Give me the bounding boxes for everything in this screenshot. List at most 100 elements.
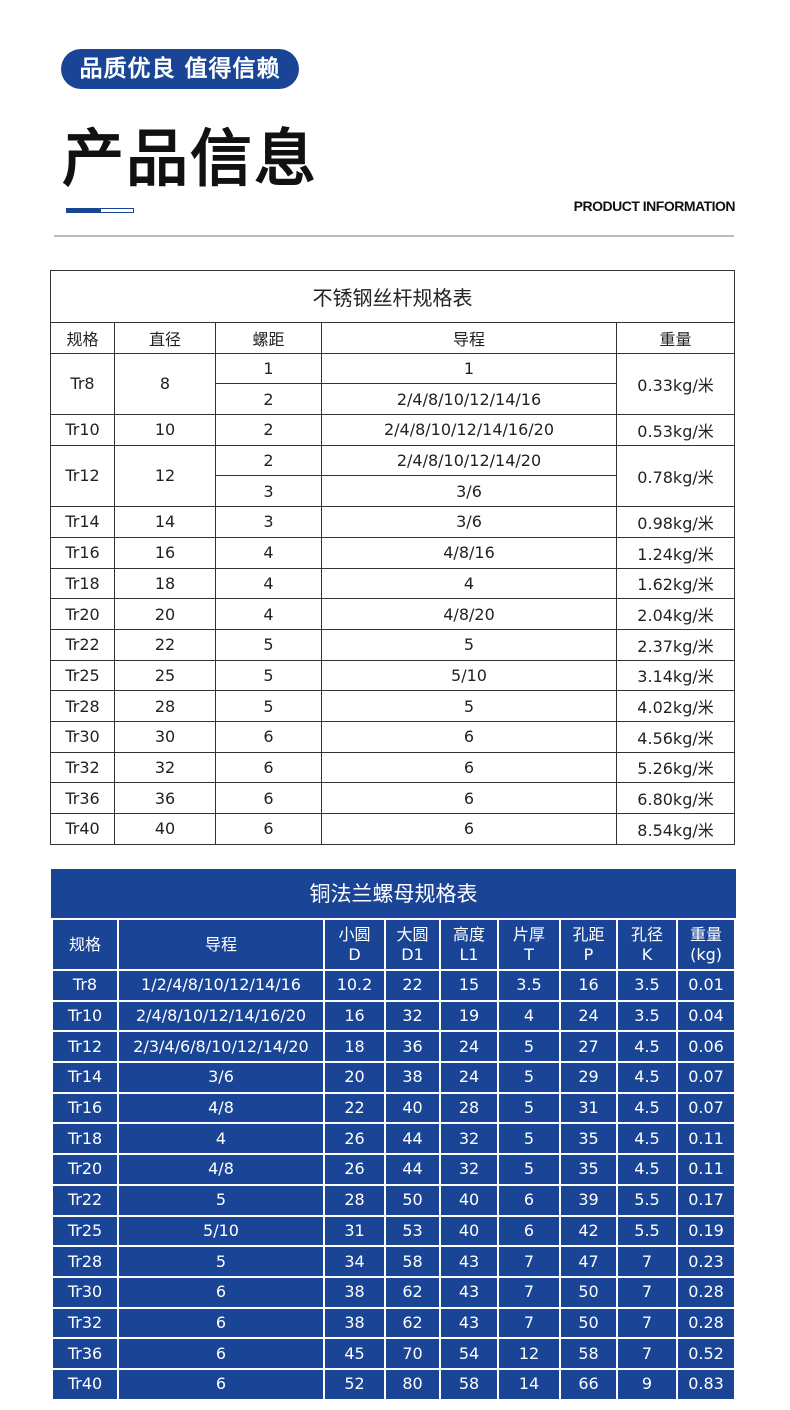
column-header-label: 孔径	[630, 924, 663, 944]
table-row: Tr40 40 6 6 8.54kg/米	[50, 813, 736, 845]
table-row: Tr25 25 5 5/10 3.14kg/米	[50, 659, 736, 692]
pitch-cell: 4	[215, 598, 322, 630]
table-cell: 5/10	[117, 1214, 325, 1248]
column-header: 直径	[114, 322, 216, 354]
table-cell: 32	[439, 1122, 499, 1156]
weight-cell: 1.62kg/米	[615, 567, 736, 600]
weight-cell: 3.14kg/米	[615, 659, 736, 692]
spec-cell: Tr16	[50, 536, 115, 569]
spec-cell: Tr18	[50, 567, 115, 600]
table-cell: 14	[497, 1367, 561, 1401]
table-cell: Tr10	[51, 999, 119, 1033]
table-cell: 35	[559, 1122, 618, 1156]
lead-cell: 6	[321, 751, 617, 784]
diameter-cell: 30	[114, 720, 216, 753]
table-cell: 3.5	[616, 969, 678, 1002]
table-cell: 32	[384, 999, 441, 1033]
table-row: Tr32 6 38 62 43 7 50 7 0.28	[51, 1306, 737, 1340]
table-cell: 0.06	[675, 1030, 737, 1064]
column-header: 高度 L1	[439, 918, 499, 971]
table-cell: 22	[323, 1091, 386, 1125]
pitch-cell: 6	[215, 782, 322, 814]
table-cell: Tr20	[51, 1153, 119, 1186]
table-cell: 2/4/8/10/12/14/16/20	[117, 999, 325, 1033]
table-cell: 10.2	[323, 969, 386, 1002]
table-row: Tr18 18 4 4 1.62kg/米	[50, 567, 736, 600]
table-cell: 0.19	[675, 1214, 737, 1248]
header-row: 规格 导程 小圆 D 大圆 D1 高度 L1 片厚 T 孔距 P 孔径 K 重量 (kg)	[51, 918, 737, 971]
table-cell: 58	[439, 1367, 499, 1401]
weight-cell: 8.54kg/米	[615, 813, 736, 845]
column-header-label: 大圆	[396, 924, 429, 944]
table-cell: 70	[384, 1337, 441, 1370]
table-cell: 66	[559, 1367, 618, 1401]
table-cell: Tr12	[51, 1030, 119, 1064]
table-cell: 20	[323, 1061, 386, 1094]
table-cell: 5	[117, 1245, 325, 1278]
table-row: Tr20 20 4 4/8/20 2.04kg/米	[50, 598, 736, 630]
diameter-cell: 16	[114, 536, 216, 569]
table-cell: 0.04	[675, 999, 737, 1033]
table-row: Tr18 4 26 44 32 5 35 4.5 0.11	[51, 1122, 737, 1156]
column-header: 孔径 K	[616, 918, 678, 971]
pitch-cell: 2	[215, 414, 322, 446]
table-cell: Tr28	[51, 1245, 119, 1278]
spec-cell: Tr28	[50, 690, 115, 722]
lead-cell: 5	[321, 690, 617, 722]
table-cell: 62	[384, 1306, 441, 1340]
accent-bar	[66, 208, 134, 213]
lead-cell: 5/10	[321, 659, 617, 692]
pitch-cell: 5	[215, 628, 322, 661]
spec-cell: Tr10	[50, 414, 115, 446]
diameter-cell: 22	[114, 628, 216, 661]
table-cell: Tr36	[51, 1337, 119, 1370]
table-cell: Tr30	[51, 1275, 119, 1309]
column-header-label: 小圆	[338, 924, 371, 944]
table-cell: 4.5	[616, 1153, 678, 1186]
table-row: Tr10 2/4/8/10/12/14/16/20 16 32 19 4 24 3.5 0.04	[51, 999, 737, 1033]
diameter-cell: 12	[114, 444, 216, 508]
table-row: Tr30 30 6 6 4.56kg/米	[50, 720, 736, 753]
pitch-cell: 3	[215, 506, 322, 538]
table-cell: 5	[497, 1030, 561, 1064]
page-subtitle: PRODUCT INFORMATION	[573, 198, 736, 214]
diameter-cell: 20	[114, 598, 216, 630]
spec-cell: Tr22	[50, 628, 115, 661]
spec-cell: Tr25	[50, 659, 115, 692]
pitch-cell: 5	[215, 690, 322, 722]
table-cell: 4.5	[616, 1091, 678, 1125]
spec-cell: Tr40	[50, 813, 115, 845]
table-cell: Tr18	[51, 1122, 119, 1156]
lead-cell: 3/6	[321, 506, 617, 538]
table-row: Tr16 16 4 4/8/16 1.24kg/米	[50, 536, 736, 569]
column-header-symbol: D1	[401, 944, 424, 964]
pitch-cell: 6	[215, 720, 322, 753]
table-cell: 0.52	[675, 1337, 737, 1370]
table-row: Tr16 4/8 22 40 28 5 31 4.5 0.07	[51, 1091, 737, 1125]
spec-cell: Tr14	[50, 506, 115, 538]
table-cell: 7	[616, 1306, 678, 1340]
lead-cell: 2/4/8/10/12/14/20	[321, 444, 617, 477]
table-cell: 24	[439, 1061, 499, 1094]
table-row: Tr8 1/2/4/8/10/12/14/16 10.2 22 15 3.5 16 3.5 0.…	[51, 969, 737, 1002]
table-cell: 18	[323, 1030, 386, 1064]
table-cell: 7	[497, 1306, 561, 1340]
table-row: Tr25 5/10 31 53 40 6 42 5.5 0.19	[51, 1214, 737, 1248]
weight-cell: 2.37kg/米	[615, 628, 736, 661]
spec-cell: Tr32	[50, 751, 115, 784]
table-cell: 4.5	[616, 1122, 678, 1156]
table-cell: 4.5	[616, 1061, 678, 1094]
table-cell: Tr40	[51, 1367, 119, 1401]
weight-cell: 0.78kg/米	[615, 444, 736, 508]
table-cell: 4/8	[117, 1153, 325, 1186]
column-header: 大圆 D1	[384, 918, 441, 971]
table-cell: 7	[616, 1275, 678, 1309]
table-row: Tr32 32 6 6 5.26kg/米	[50, 751, 736, 784]
table-cell: 7	[616, 1245, 678, 1278]
weight-cell: 2.04kg/米	[615, 598, 736, 630]
table-cell: 45	[323, 1337, 386, 1370]
column-header: 导程	[321, 322, 617, 354]
column-header: 重量	[615, 322, 736, 354]
table-cell: Tr25	[51, 1214, 119, 1248]
table-cell: 9	[616, 1367, 678, 1401]
